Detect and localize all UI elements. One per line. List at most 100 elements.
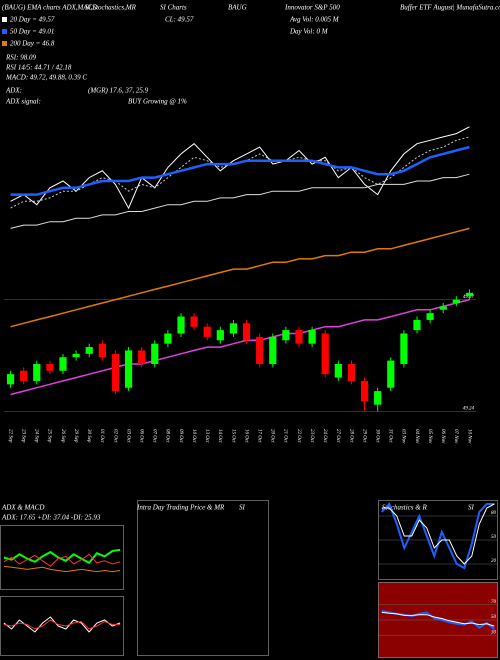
series-line — [10, 173, 470, 229]
candle-body — [413, 319, 421, 331]
series-line — [3, 553, 121, 567]
panel-frame — [0, 596, 124, 656]
y-tick-label: 50 — [491, 535, 497, 540]
x-tick-label: 31 Oct — [388, 429, 393, 443]
y-tick-label: 50 — [491, 615, 497, 620]
x-tick-label: 03 Nov — [401, 429, 406, 444]
y-tick-label: 80 — [491, 511, 497, 516]
series-line — [3, 619, 121, 630]
header-label: ADX signal: — [5, 98, 41, 106]
x-tick-label: 07 Oct — [152, 429, 157, 443]
candle-body — [347, 364, 356, 381]
candle-body — [98, 343, 106, 358]
candle-body — [151, 343, 159, 364]
series-line — [10, 145, 470, 196]
series-line — [381, 503, 495, 565]
header-label: MACD: 49.72, 49.88, 0.39 C — [5, 74, 87, 82]
panel-title: Stochastics & R — [382, 504, 427, 512]
x-tick-label: 21 Oct — [283, 429, 288, 443]
y-tick-label: 30 — [491, 630, 497, 635]
header-label: RSI: 98.09 — [5, 54, 36, 62]
x-tick-label: 30 Sep — [86, 429, 91, 443]
header-label: BAUG — [228, 4, 247, 12]
candle-body — [439, 306, 447, 310]
candle-body — [111, 353, 120, 392]
x-tick-label: 03 Oct — [125, 429, 130, 443]
candle-body — [72, 353, 80, 358]
header-label: 200 Day = 46.8 — [10, 40, 55, 48]
x-tick-label: 02 Oct — [112, 429, 117, 443]
x-tick-label: 22 Oct — [296, 429, 301, 443]
x-tick-label: 13 Oct — [204, 429, 209, 443]
header-label: SI,Stochastics,MR — [85, 4, 137, 12]
header-label: 20 Day = 49.57 — [10, 16, 55, 24]
x-tick-label: 10 Oct — [191, 429, 196, 443]
header-label: RSI 14/5: 44.71 / 42.18 — [5, 64, 72, 72]
header-label: Avg Vol: 0.005 M — [289, 16, 340, 24]
candle-body — [138, 350, 146, 364]
candle-body — [20, 370, 28, 381]
x-tick-label: 14 Oct — [217, 429, 222, 443]
header-label: Innovator S&P 500 — [284, 4, 340, 12]
candle-body — [242, 323, 251, 341]
candle-body — [387, 360, 395, 388]
x-tick-label: 22 Sep — [7, 429, 12, 443]
x-tick-label: 30 Oct — [375, 429, 380, 443]
candle-body — [203, 326, 211, 337]
candle-body — [229, 323, 238, 334]
series-line — [10, 298, 470, 396]
panel-subtitle: SI — [239, 504, 246, 512]
panel-subtitle: ADX: 17.65 +DI: 37.04 -DI: 25.93 — [1, 514, 101, 522]
candle-body — [256, 336, 264, 364]
x-tick-label: 24 Sep — [34, 429, 39, 443]
candle-body — [33, 364, 41, 381]
series-line — [381, 611, 495, 627]
x-tick-label: 05 Nov — [427, 429, 432, 444]
x-tick-label: 17 Oct — [257, 429, 262, 443]
candle-body — [6, 374, 15, 385]
x-tick-label: 07 Nov — [453, 429, 458, 444]
x-tick-label: 29 Sep — [73, 429, 78, 443]
panel-title: Intra Day Trading Price & MR — [136, 504, 225, 512]
candle-body — [59, 357, 67, 371]
candle-body — [308, 330, 316, 344]
legend-swatch — [2, 17, 7, 22]
candle-body — [177, 316, 185, 334]
candle-body — [269, 336, 277, 364]
x-tick-label: 20 Oct — [270, 429, 275, 443]
candle-body — [46, 364, 54, 371]
x-tick-label: 15 Oct — [230, 429, 235, 443]
series-line — [10, 227, 470, 328]
panel-frame — [137, 500, 269, 656]
y-tick-label: 49.24 — [463, 407, 475, 412]
x-tick-label: 26 Sep — [60, 429, 65, 443]
x-tick-label: 01 Oct — [99, 429, 104, 443]
x-tick-label: 23 Sep — [21, 429, 26, 443]
header-label: Day Vol: 0 M — [289, 28, 329, 36]
candle-body — [282, 330, 290, 341]
header-label: ADX: — [5, 87, 22, 95]
x-tick-label: 27 Oct — [335, 429, 340, 443]
candle-body — [164, 333, 172, 344]
panel-subtitle: SI — [468, 504, 475, 512]
x-tick-label: 06 Oct — [139, 429, 144, 443]
x-tick-label: 29 Oct — [361, 429, 366, 443]
candle-body — [400, 333, 408, 364]
x-tick-label: 09 Oct — [178, 429, 183, 443]
legend-swatch — [2, 29, 7, 34]
candle-body — [124, 350, 133, 388]
x-tick-label: 16 Oct — [243, 429, 248, 443]
header-label: SI Charts — [160, 4, 187, 12]
x-tick-label: 04 Nov — [414, 429, 419, 444]
header-label: Buffer ETF August| MunafaSutra.com — [400, 4, 500, 12]
candle-body — [295, 330, 303, 344]
x-tick-label: 08 Oct — [165, 429, 170, 443]
candle-body — [190, 316, 198, 327]
header-label: CL: 49.57 — [165, 16, 194, 24]
header-label: (BAUG) EMA charts ADX,MACD — [2, 4, 97, 12]
x-tick-label: 10 Nov — [466, 429, 471, 444]
legend-swatch — [2, 41, 7, 46]
x-tick-label: 23 Oct — [309, 429, 314, 443]
